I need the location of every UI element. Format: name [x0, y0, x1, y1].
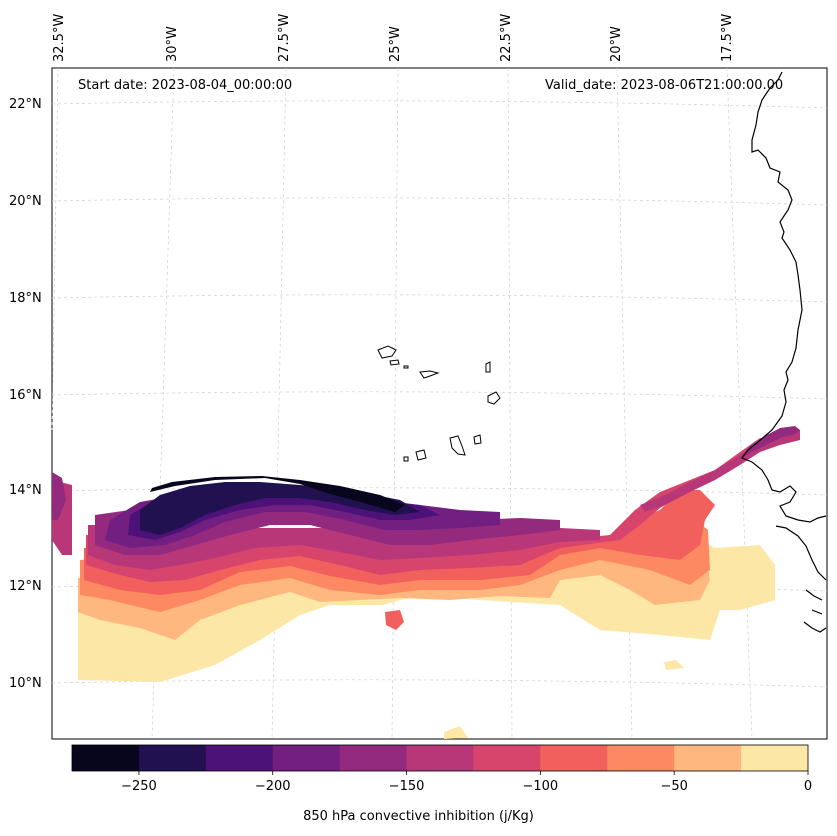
- parallel-18n: [51, 294, 828, 303]
- lon-label-17-5w: 17.5°W: [720, 13, 735, 62]
- contour-band-neg150-neg125: [52, 430, 800, 570]
- coastline-mauritania-senegal: [741, 71, 827, 523]
- lon-label-32-5w: 32.5°W: [52, 13, 67, 62]
- lat-label-10n: 10°N: [9, 676, 42, 691]
- island-sal: [485, 361, 491, 373]
- lon-label-27-5w: 27.5°W: [277, 13, 292, 62]
- island-boa-vista: [487, 391, 501, 405]
- island-santa-luzia: [403, 365, 409, 369]
- parallel-22n: [51, 100, 828, 109]
- contour-patch-south-2: [664, 660, 684, 670]
- lat-label-14n: 14°N: [9, 483, 42, 498]
- island-brava: [403, 456, 409, 462]
- colorbar-tick-label: −100: [523, 779, 559, 794]
- colorbar-swatch: [406, 745, 474, 771]
- cin-contours: [52, 426, 800, 739]
- colorbar-tick-label: −250: [121, 779, 157, 794]
- contour-band-neg100-neg75: [84, 490, 715, 595]
- colorbar-label: 850 hPa convective inhibition (j/Kg): [303, 809, 534, 824]
- island-fogo: [415, 449, 427, 461]
- contour-patch-south-3: [444, 726, 468, 739]
- coastline-guinea-bissau: [775, 525, 827, 633]
- colorbar-tick-label: −200: [255, 779, 291, 794]
- contour-band-neg175-neg150: [52, 426, 800, 555]
- colorbar-swatch: [138, 745, 207, 771]
- colorbar-swatch: [339, 745, 408, 771]
- island-sao-vicente: [389, 359, 400, 366]
- meridian-17-5w: [726, 67, 753, 740]
- colorbar-swatch: [72, 745, 140, 771]
- colorbar-swatch: [473, 745, 541, 771]
- island-santiago: [449, 435, 466, 456]
- colorbar: [72, 745, 809, 771]
- colorbar-ticks: −250 −200 −150 −100 −50 0: [121, 771, 812, 794]
- colorbar-tick-label: 0: [804, 779, 812, 794]
- colorbar-outline: [71, 744, 809, 772]
- lat-label-18n: 18°N: [9, 291, 42, 306]
- cape-verde-islands: [377, 345, 501, 462]
- lon-label-30w: 30°W: [165, 26, 180, 62]
- contour-patch-south-1: [385, 610, 404, 630]
- lat-label-16n: 16°N: [9, 388, 42, 403]
- colorbar-tick-label: −150: [389, 779, 425, 794]
- parallel-20n: [51, 197, 828, 206]
- parallel-16n: [51, 391, 828, 400]
- lon-label-22-5w: 22.5°W: [499, 13, 514, 62]
- island-sao-nicolau: [419, 370, 440, 379]
- lat-label-22n: 22°N: [9, 97, 42, 112]
- colorbar-tick-label: −50: [660, 779, 687, 794]
- colorbar-swatch: [607, 745, 675, 771]
- lat-label-12n: 12°N: [9, 579, 42, 594]
- colorbar-swatch: [540, 745, 608, 771]
- lon-label-20w: 20°W: [609, 26, 624, 62]
- meridian-32-5w: [51, 67, 59, 431]
- colorbar-swatch: [741, 745, 809, 771]
- lon-label-25w: 25°W: [388, 26, 403, 62]
- african-coastline: [741, 71, 827, 633]
- island-maio: [473, 434, 482, 445]
- colorbar-swatch: [272, 745, 341, 771]
- colorbar-swatch: [674, 745, 742, 771]
- contour-band-below-neg250: [150, 476, 405, 512]
- colorbar-swatch: [205, 745, 274, 771]
- island-santo-antao: [377, 345, 397, 359]
- parallel-14n: [51, 487, 828, 496]
- start-date-label: Start date: 2023-08-04_00:00:00: [78, 78, 293, 93]
- meridian-22-5w: [507, 67, 513, 740]
- valid-date-label: Valid_date: 2023-08-06T21:00:00.00: [545, 78, 784, 93]
- lat-label-20n: 20°N: [9, 194, 42, 209]
